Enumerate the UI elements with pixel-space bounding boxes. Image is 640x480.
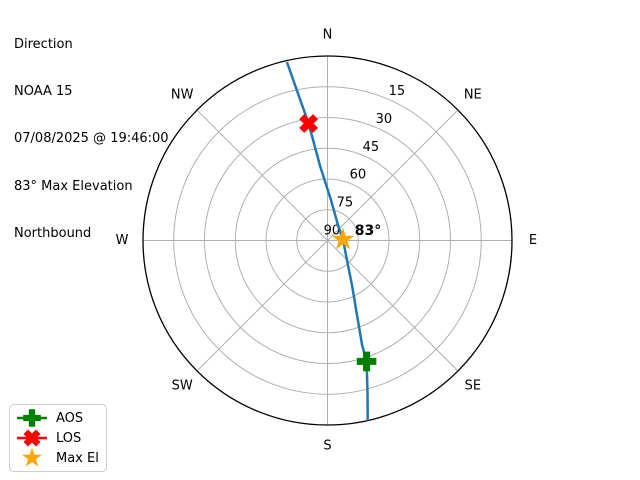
los-marker-icon xyxy=(17,429,47,447)
legend-label-aos: AOS xyxy=(56,410,84,426)
max-el-marker-icon xyxy=(22,448,42,467)
ring-label-75: 75 xyxy=(337,196,354,211)
max-elevation-annotation: 83° xyxy=(355,223,381,239)
aos-marker-icon xyxy=(17,409,47,427)
elevation-ring-labels: 15 30 45 60 75 90 xyxy=(324,84,406,238)
compass-label-se: SE xyxy=(465,378,481,393)
aos-marker xyxy=(356,351,377,372)
ring-label-30: 30 xyxy=(376,112,393,127)
pass-info: Direction NOAA 15 07/08/2025 @ 19:46:00 … xyxy=(14,5,169,274)
los-legend-glyph xyxy=(23,429,41,447)
compass-label-s: S xyxy=(323,439,331,454)
compass-label-sw: SW xyxy=(172,378,193,393)
ring-label-90: 90 xyxy=(324,224,341,239)
compass-label-w: W xyxy=(116,233,129,248)
pass-heading: Northbound xyxy=(14,226,92,242)
max-el-marker xyxy=(331,227,355,250)
compass-label-nw: NW xyxy=(171,88,194,103)
max-el-legend-glyph xyxy=(22,448,42,467)
legend-item-max-el: Max El xyxy=(14,448,102,468)
aos-legend-glyph xyxy=(23,409,41,427)
satellite-name: NOAA 15 xyxy=(14,83,73,99)
ring-label-45: 45 xyxy=(363,140,380,155)
compass-label-n: N xyxy=(323,28,333,43)
legend-label-max-el: Max El xyxy=(56,450,99,466)
legend-label-los: LOS xyxy=(56,430,82,446)
max-elevation-text: 83° Max Elevation xyxy=(14,178,133,194)
los-marker xyxy=(299,114,319,133)
legend-item-los: LOS xyxy=(14,428,102,448)
pass-datetime: 07/08/2025 @ 19:46:00 xyxy=(14,131,169,147)
ring-label-15: 15 xyxy=(389,84,406,99)
compass-label-e: E xyxy=(529,233,537,248)
compass-labels: N NE E SE S SW W NW xyxy=(116,28,538,454)
polar-grid xyxy=(142,55,513,426)
legend-item-aos: AOS xyxy=(14,408,102,428)
legend: AOS LOS Max El xyxy=(9,404,107,472)
compass-label-ne: NE xyxy=(464,88,482,103)
ring-label-60: 60 xyxy=(350,168,367,183)
chart-title: Direction xyxy=(14,36,73,52)
